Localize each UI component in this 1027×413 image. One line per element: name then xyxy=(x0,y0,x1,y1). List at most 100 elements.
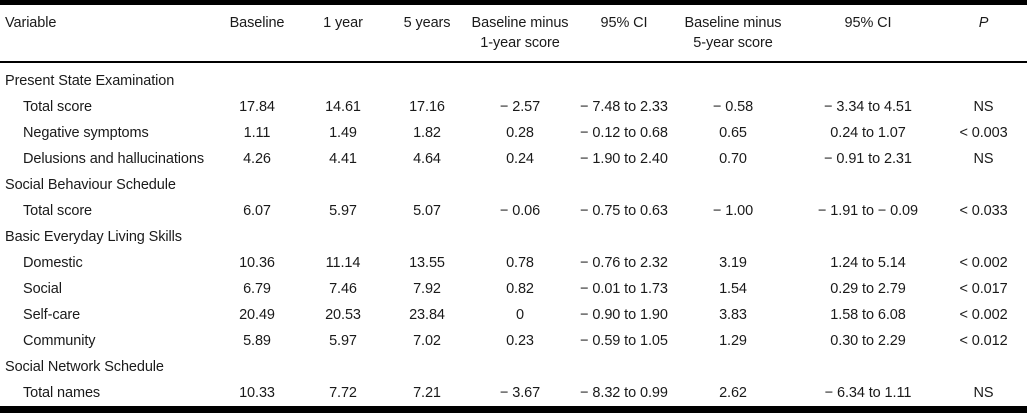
row-label: Self-care xyxy=(23,307,81,323)
column-header-95ci-1-year: 95% CI xyxy=(570,2,678,63)
value-cell: − 0.76 to 2.32 xyxy=(580,255,668,271)
value-cell: < 0.003 xyxy=(959,125,1008,141)
value-cell: − 3.34 to 4.51 xyxy=(824,99,912,115)
value-cell: 0.65 xyxy=(719,125,747,141)
section-label: Social Behaviour Schedule xyxy=(5,177,176,193)
value-cell: 0.70 xyxy=(719,151,747,167)
table-row: Domestic 10.36 11.14 13.55 0.78 − 0.76 to 2.3… xyxy=(0,250,1027,276)
value-cell: 4.64 xyxy=(413,151,441,167)
value-cell: < 0.017 xyxy=(959,281,1008,297)
value-cell: 7.72 xyxy=(329,385,357,401)
value-cell: 14.61 xyxy=(325,99,361,115)
table-row: Self-care 20.49 20.53 23.84 0 − 0.90 to 1.90 3… xyxy=(0,302,1027,328)
value-cell: 17.16 xyxy=(409,99,445,115)
value-cell: 0 xyxy=(516,307,524,323)
value-cell: < 0.002 xyxy=(959,307,1008,323)
value-cell: 0.28 xyxy=(506,125,534,141)
table-row: Total score 17.84 14.61 17.16 − 2.57 − 7.48 t… xyxy=(0,94,1027,120)
section-row: Social Behaviour Schedule xyxy=(0,172,1027,198)
value-cell: 10.36 xyxy=(239,255,275,271)
value-cell: 1.58 to 6.08 xyxy=(830,307,906,323)
value-cell: 17.84 xyxy=(239,99,275,115)
value-cell: − 0.12 to 0.68 xyxy=(580,125,668,141)
table-body: Present State Examination Total score 17.8… xyxy=(0,62,1027,410)
value-cell: 7.92 xyxy=(413,281,441,297)
row-label: Total score xyxy=(23,99,93,115)
column-header-1-year: 1 year xyxy=(302,2,384,63)
section-row: Present State Examination xyxy=(0,62,1027,94)
value-cell: 4.41 xyxy=(329,151,357,167)
value-cell: 20.53 xyxy=(325,307,361,323)
section-label: Present State Examination xyxy=(5,73,175,89)
value-cell: NS xyxy=(973,151,994,167)
table-row: Negative symptoms 1.11 1.49 1.82 0.28 − 0.12 … xyxy=(0,120,1027,146)
value-cell: 0.24 xyxy=(506,151,534,167)
column-header-baseline: Baseline xyxy=(212,2,302,63)
value-cell: 7.46 xyxy=(329,281,357,297)
value-cell: 1.29 xyxy=(719,333,747,349)
value-cell: 10.33 xyxy=(239,385,275,401)
value-cell: 5.89 xyxy=(243,333,271,349)
value-cell: − 0.90 to 1.90 xyxy=(580,307,668,323)
value-cell: 3.19 xyxy=(719,255,747,271)
row-label: Total score xyxy=(23,203,93,219)
value-cell: 0.30 to 2.29 xyxy=(830,333,906,349)
value-cell: 5.97 xyxy=(329,333,357,349)
row-label: Delusions and hallucinations xyxy=(23,151,204,167)
section-label: Social Network Schedule xyxy=(5,359,164,375)
value-cell: 3.83 xyxy=(719,307,747,323)
value-cell: − 0.06 xyxy=(499,203,541,219)
value-cell: 1.11 xyxy=(243,125,271,141)
value-cell: 7.02 xyxy=(413,333,441,349)
row-label: Community xyxy=(23,333,96,349)
column-header-95ci-5-year: 95% CI xyxy=(788,2,948,63)
value-cell: − 2.57 xyxy=(499,99,541,115)
section-row: Social Network Schedule xyxy=(0,354,1027,380)
column-header-variable: Variable xyxy=(0,2,212,63)
table-row: Total names 10.33 7.72 7.21 − 3.67 − 8.32 to … xyxy=(0,380,1027,410)
value-cell: NS xyxy=(973,385,994,401)
value-cell: − 6.34 to 1.11 xyxy=(824,385,912,401)
row-label: Total names xyxy=(23,385,101,401)
value-cell: 0.23 xyxy=(506,333,534,349)
header-row: Variable Baseline 1 year 5 years Baselin… xyxy=(0,2,1027,63)
value-cell: 11.14 xyxy=(325,255,361,271)
value-cell: − 1.90 to 2.40 xyxy=(580,151,668,167)
table-row: Delusions and hallucinations 4.26 4.41 4.64… xyxy=(0,146,1027,172)
column-header-5-years: 5 years xyxy=(384,2,470,63)
value-cell: − 7.48 to 2.33 xyxy=(580,99,668,115)
table-row: Social 6.79 7.46 7.92 0.82 − 0.01 to 1.73 1.54… xyxy=(0,276,1027,302)
value-cell: 0.78 xyxy=(506,255,534,271)
column-header-p-value: P xyxy=(948,2,1027,63)
value-cell: < 0.002 xyxy=(959,255,1008,271)
value-cell: < 0.012 xyxy=(959,333,1008,349)
column-header-baseline-minus-1-year: Baseline minus 1-year score xyxy=(470,2,570,63)
value-cell: 4.26 xyxy=(243,151,271,167)
value-cell: − 0.58 xyxy=(712,99,754,115)
value-cell: 7.21 xyxy=(413,385,441,401)
value-cell: 5.97 xyxy=(329,203,357,219)
value-cell: 6.07 xyxy=(243,203,271,219)
section-label: Basic Everyday Living Skills xyxy=(5,229,182,245)
row-label: Social xyxy=(23,281,62,297)
value-cell: − 1.00 xyxy=(712,203,754,219)
table-row: Community 5.89 5.97 7.02 0.23 − 0.59 to 1.05 1… xyxy=(0,328,1027,354)
value-cell: − 3.67 xyxy=(499,385,541,401)
value-cell: 2.62 xyxy=(719,385,747,401)
value-cell: − 0.59 to 1.05 xyxy=(580,333,668,349)
section-row: Basic Everyday Living Skills xyxy=(0,224,1027,250)
value-cell: 0.82 xyxy=(506,281,534,297)
value-cell: − 1.91 to − 0.09 xyxy=(818,203,918,219)
value-cell: 1.82 xyxy=(413,125,441,141)
value-cell: 6.79 xyxy=(243,281,271,297)
value-cell: < 0.033 xyxy=(959,203,1008,219)
value-cell: − 0.01 to 1.73 xyxy=(580,281,668,297)
value-cell: 1.49 xyxy=(329,125,357,141)
value-cell: 1.24 to 5.14 xyxy=(830,255,906,271)
value-cell: − 8.32 to 0.99 xyxy=(580,385,668,401)
value-cell: 0.29 to 2.79 xyxy=(830,281,906,297)
value-cell: 5.07 xyxy=(413,203,441,219)
value-cell: 1.54 xyxy=(719,281,747,297)
value-cell: 0.24 to 1.07 xyxy=(830,125,906,141)
